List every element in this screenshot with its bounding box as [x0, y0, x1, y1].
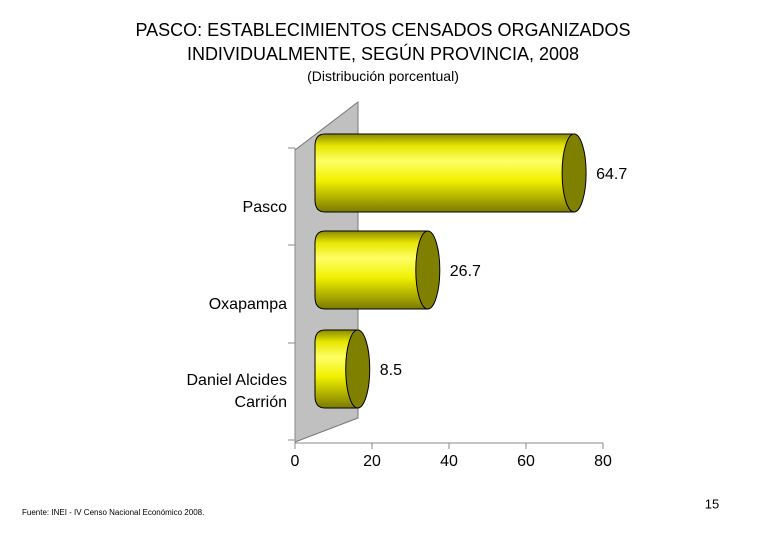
value-label: 26.7 — [450, 263, 481, 280]
category-label: Daniel Alcides Carrión — [186, 372, 288, 411]
chart-subtitle: (Distribución porcentual) — [307, 68, 459, 84]
category-label: Oxapampa — [208, 296, 287, 313]
value-label: 64.7 — [596, 166, 627, 183]
value-label: 8.5 — [380, 362, 402, 379]
source: Fuente: INEI - IV Censo Nacional Económi… — [22, 508, 204, 517]
x-tick-label: 40 — [440, 453, 458, 470]
page-number: 15 — [705, 496, 719, 511]
bar-body — [314, 133, 575, 213]
bar-body — [314, 230, 429, 310]
x-tick-label: 0 — [291, 453, 300, 470]
category-label: Pasco — [242, 199, 287, 216]
bar-cap — [561, 133, 587, 213]
x-tick-label: 20 — [363, 453, 381, 470]
bar — [314, 133, 587, 213]
x-tick-label: 80 — [594, 453, 612, 470]
bar — [314, 329, 371, 409]
bar-cap — [345, 329, 371, 409]
x-tick-label: 60 — [517, 453, 535, 470]
chart-title: PASCO: ESTABLECIMIENTOS CENSADOS ORGANIZ… — [135, 20, 631, 64]
bar-cap — [415, 230, 441, 310]
bar — [314, 230, 441, 310]
